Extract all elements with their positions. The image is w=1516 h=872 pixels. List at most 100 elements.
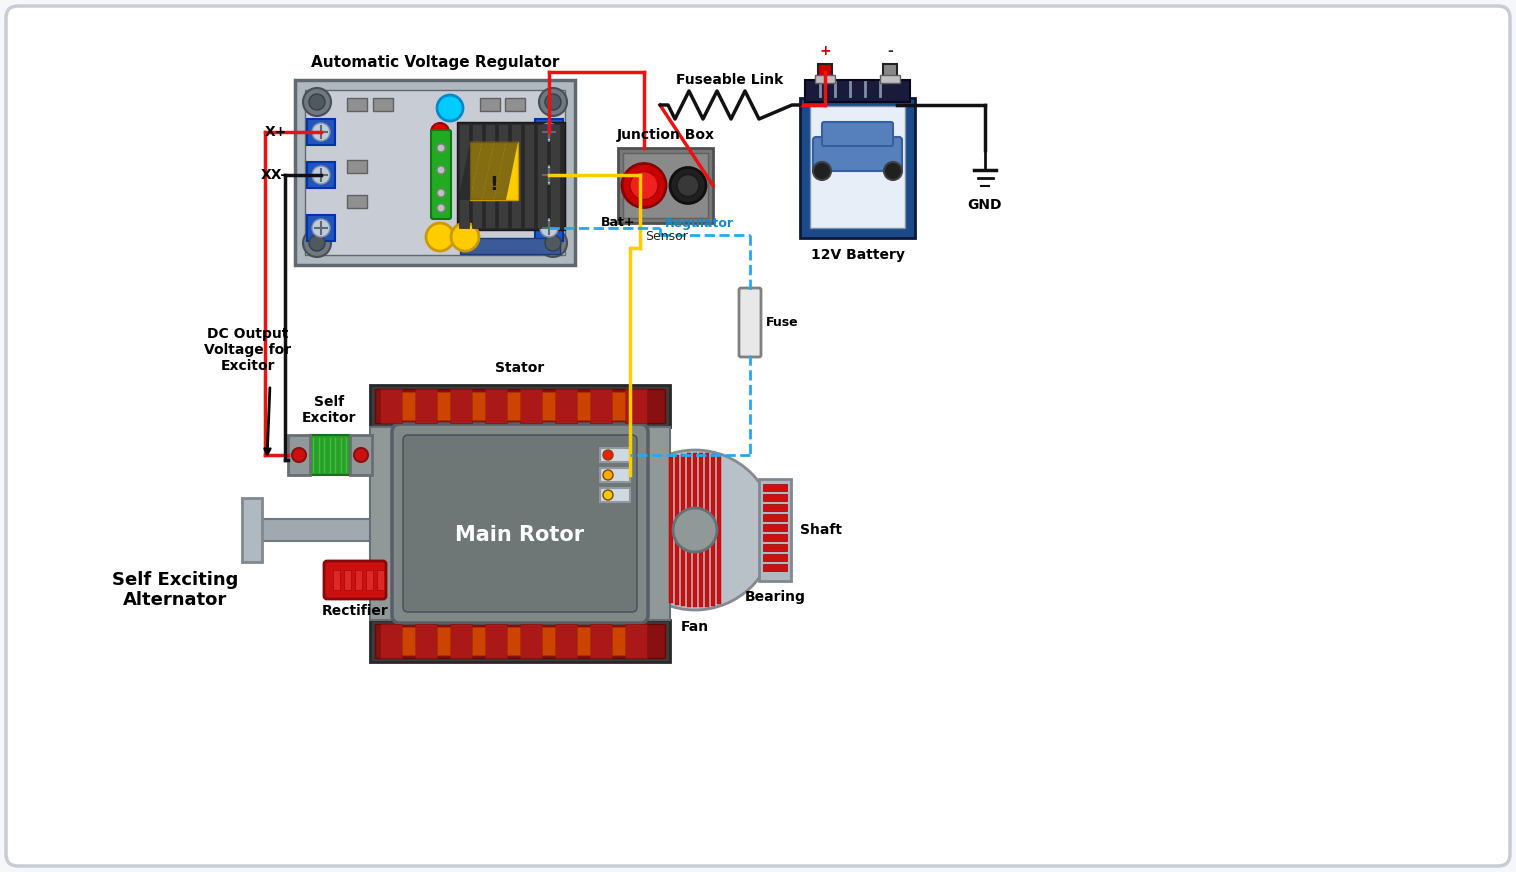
- Bar: [355, 570, 362, 590]
- Bar: [459, 238, 559, 254]
- Bar: [402, 392, 415, 420]
- Bar: [370, 620, 670, 662]
- Circle shape: [309, 94, 324, 110]
- Circle shape: [293, 448, 306, 462]
- Text: Automatic Voltage Regulator: Automatic Voltage Regulator: [311, 55, 559, 70]
- Circle shape: [355, 448, 368, 462]
- Circle shape: [312, 219, 330, 237]
- Bar: [485, 389, 506, 423]
- Bar: [308, 119, 335, 145]
- Circle shape: [615, 450, 775, 610]
- Circle shape: [540, 219, 558, 237]
- Text: Fuseable Link: Fuseable Link: [676, 73, 784, 87]
- Bar: [612, 627, 625, 655]
- Circle shape: [540, 166, 558, 184]
- Bar: [681, 454, 685, 606]
- Bar: [763, 564, 787, 571]
- Text: Self
Excitor: Self Excitor: [302, 395, 356, 425]
- Bar: [402, 627, 415, 655]
- Circle shape: [603, 490, 612, 500]
- Bar: [763, 504, 787, 511]
- Bar: [520, 389, 543, 423]
- Polygon shape: [470, 142, 494, 200]
- Bar: [450, 624, 471, 658]
- Bar: [625, 389, 647, 423]
- Bar: [374, 389, 666, 423]
- Bar: [699, 453, 703, 607]
- Circle shape: [540, 229, 567, 257]
- Bar: [625, 624, 647, 658]
- Bar: [497, 124, 508, 228]
- Circle shape: [450, 223, 479, 251]
- Bar: [347, 195, 367, 208]
- Bar: [800, 98, 916, 238]
- Bar: [543, 392, 555, 420]
- Bar: [243, 498, 262, 562]
- Bar: [520, 624, 543, 658]
- FancyBboxPatch shape: [393, 424, 647, 623]
- Text: Regulator: Regulator: [666, 217, 734, 230]
- Bar: [763, 524, 787, 531]
- Bar: [578, 392, 590, 420]
- Bar: [543, 627, 555, 655]
- Bar: [550, 124, 559, 228]
- Text: Bearing: Bearing: [744, 590, 805, 604]
- Bar: [644, 427, 670, 620]
- Bar: [717, 456, 722, 604]
- Bar: [600, 488, 631, 502]
- FancyBboxPatch shape: [6, 6, 1510, 866]
- Text: Shaft: Shaft: [800, 523, 841, 537]
- Bar: [600, 448, 631, 462]
- Bar: [506, 392, 520, 420]
- Bar: [711, 454, 716, 606]
- Text: Main Rotor: Main Rotor: [455, 525, 585, 545]
- Bar: [763, 514, 787, 521]
- Bar: [450, 389, 471, 423]
- Circle shape: [431, 123, 449, 141]
- Bar: [535, 215, 562, 241]
- Circle shape: [312, 123, 330, 141]
- Bar: [535, 119, 562, 145]
- Bar: [590, 624, 612, 658]
- Circle shape: [544, 235, 561, 251]
- FancyBboxPatch shape: [822, 122, 893, 146]
- Bar: [347, 98, 367, 111]
- Text: Rectifier: Rectifier: [321, 604, 388, 618]
- Bar: [288, 435, 309, 475]
- Bar: [687, 453, 691, 607]
- Circle shape: [622, 164, 666, 208]
- Bar: [456, 122, 565, 230]
- Bar: [481, 98, 500, 111]
- Circle shape: [603, 470, 612, 480]
- Polygon shape: [458, 142, 482, 200]
- Bar: [763, 494, 787, 501]
- Bar: [600, 468, 631, 482]
- Bar: [471, 124, 482, 228]
- Bar: [365, 570, 373, 590]
- Circle shape: [673, 508, 717, 552]
- Bar: [669, 457, 673, 603]
- Bar: [763, 484, 787, 491]
- Text: GND: GND: [967, 198, 1002, 212]
- Text: Stator: Stator: [496, 361, 544, 375]
- Bar: [763, 554, 787, 561]
- Bar: [816, 75, 835, 83]
- FancyBboxPatch shape: [619, 148, 713, 223]
- Bar: [309, 435, 350, 475]
- Bar: [882, 64, 897, 82]
- Bar: [377, 570, 384, 590]
- Bar: [437, 392, 450, 420]
- Bar: [381, 624, 402, 658]
- Bar: [805, 80, 910, 102]
- Bar: [261, 519, 750, 541]
- Polygon shape: [482, 142, 506, 200]
- Bar: [374, 624, 666, 658]
- Bar: [763, 534, 787, 541]
- Bar: [470, 142, 518, 200]
- Bar: [612, 392, 625, 420]
- FancyBboxPatch shape: [324, 561, 387, 599]
- Bar: [459, 124, 468, 228]
- Text: +: +: [819, 44, 831, 58]
- Text: Self Exciting
Alternator: Self Exciting Alternator: [112, 570, 238, 610]
- Text: Fuse: Fuse: [766, 316, 799, 329]
